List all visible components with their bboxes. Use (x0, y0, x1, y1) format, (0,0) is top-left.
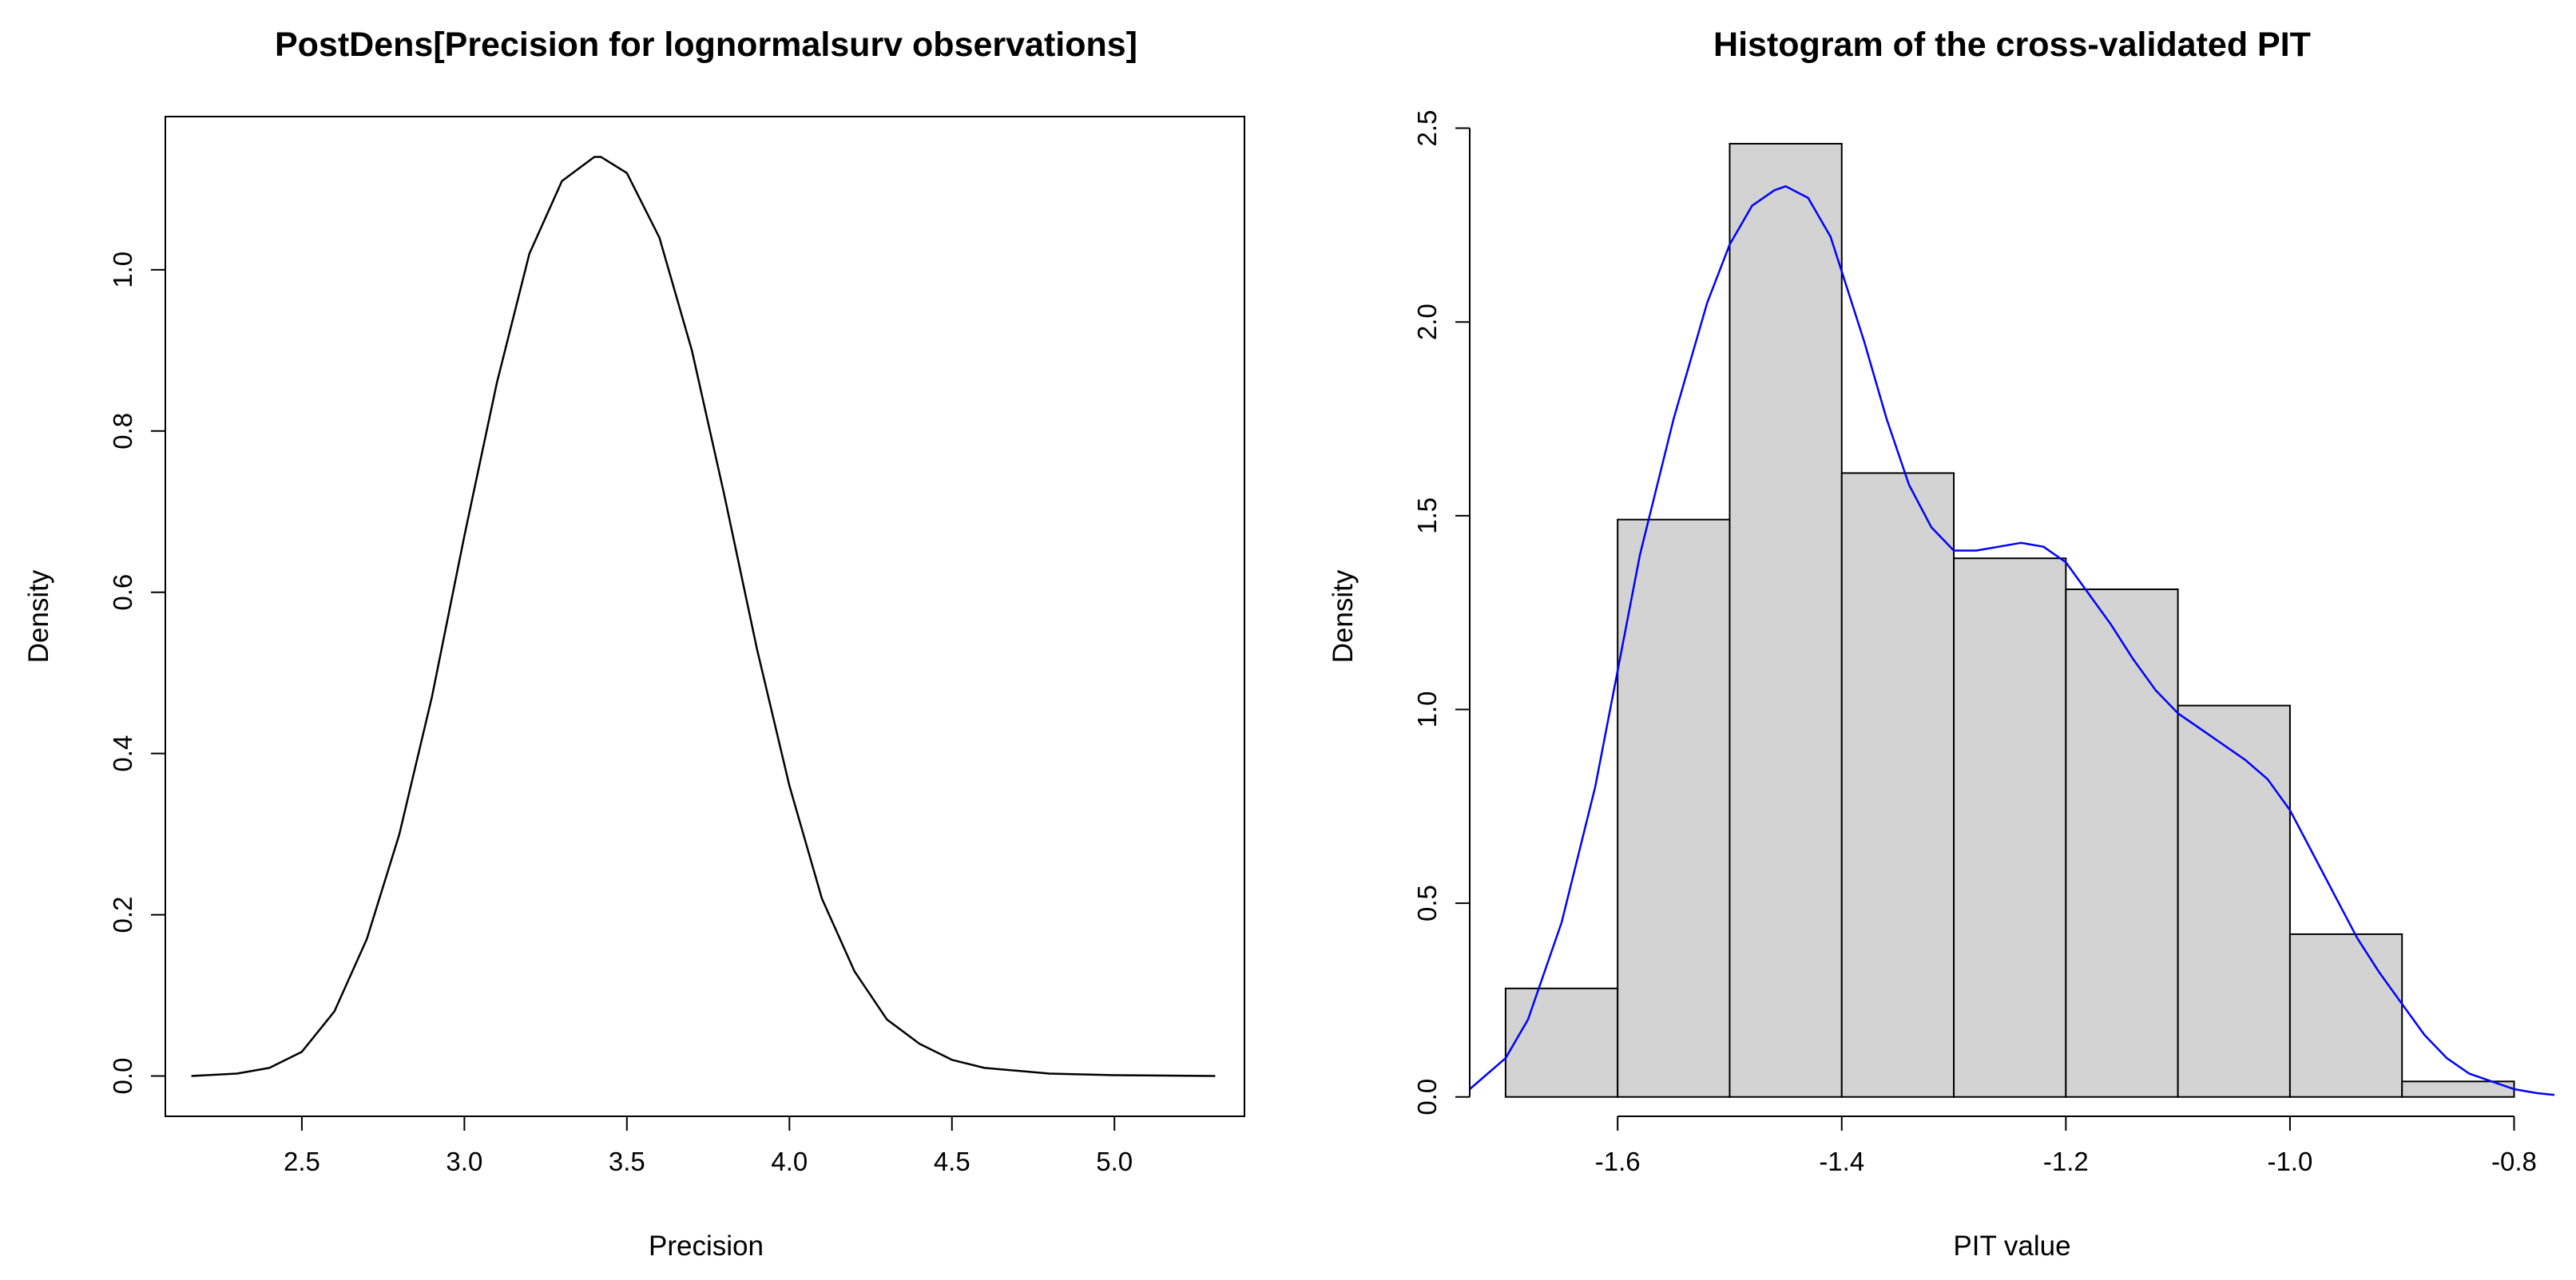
right-y-tick-label: 0.0 (1412, 1079, 1442, 1116)
right-x-tick-label: -1.6 (1595, 1147, 1641, 1176)
right-x-tick-label: -1.4 (1819, 1147, 1864, 1176)
right-y-tick-label: 2.0 (1412, 303, 1442, 340)
histogram-bar (1840, 472, 1955, 1098)
left-x-tick-label: 3.5 (609, 1147, 645, 1176)
left-y-tick-label: 0.0 (108, 1058, 137, 1095)
left-x-tick-label: 4.5 (934, 1147, 970, 1176)
left-y-axis: 0.0 0.2 0.4 0.6 0.8 1.0 (108, 252, 166, 1095)
posterior-density-panel: PostDens[Precision for lognormalsurv obs… (23, 26, 1245, 1262)
right-chart-title: Histogram of the cross-validated PIT (1713, 26, 2311, 64)
right-y-tick-label: 2.5 (1412, 110, 1442, 147)
pit-histogram-panel: Histogram of the cross-validated PIT -1.… (1328, 26, 2555, 1262)
left-y-tick-label: 0.8 (108, 413, 137, 450)
left-x-tick-label: 2.5 (284, 1147, 320, 1176)
right-x-axis: -1.6 -1.4 -1.2 -1.0 -0.8 (1595, 1116, 2537, 1176)
left-x-axis: 2.5 3.0 3.5 4.0 4.5 5.0 (284, 1116, 1133, 1176)
right-y-axis: 0.0 0.5 1.0 1.5 2.0 2.5 (1412, 110, 1471, 1116)
histogram-bars (1504, 142, 2515, 1098)
left-y-tick-label: 0.4 (108, 735, 137, 772)
left-x-tick-label: 5.0 (1096, 1147, 1133, 1176)
left-x-tick-label: 4.0 (771, 1147, 808, 1176)
right-x-tick-label: -1.2 (2043, 1147, 2089, 1176)
right-x-tick-label: -0.8 (2491, 1147, 2537, 1176)
histogram-bar (2065, 588, 2179, 1098)
left-y-tick-label: 0.2 (108, 897, 137, 933)
histogram-bar (1504, 987, 1619, 1098)
right-x-tick-label: -1.0 (2267, 1147, 2312, 1176)
histogram-bar (1617, 518, 1731, 1098)
right-y-tick-label: 1.5 (1412, 497, 1442, 534)
histogram-bar (1953, 557, 2067, 1098)
histogram-bar (1729, 142, 1843, 1098)
right-y-tick-label: 0.5 (1412, 885, 1442, 921)
left-chart-title: PostDens[Precision for lognormalsurv obs… (275, 26, 1137, 64)
left-y-axis-label: Density (23, 569, 54, 663)
left-plot-area (191, 156, 1216, 1077)
right-y-axis-label: Density (1328, 569, 1359, 663)
histogram-bar (2288, 933, 2403, 1098)
left-y-tick-label: 1.0 (108, 252, 137, 288)
right-y-tick-label: 1.0 (1412, 692, 1442, 728)
right-x-axis-label: PIT value (1953, 1230, 2070, 1262)
kernel-density-line (1469, 185, 2555, 1096)
posterior-density-line (191, 156, 1216, 1077)
left-x-axis-label: Precision (649, 1230, 764, 1262)
left-x-tick-label: 3.0 (446, 1147, 482, 1176)
right-plot-area (1469, 185, 2555, 1096)
left-y-tick-label: 0.6 (108, 574, 137, 611)
histogram-bar (2177, 704, 2291, 1098)
